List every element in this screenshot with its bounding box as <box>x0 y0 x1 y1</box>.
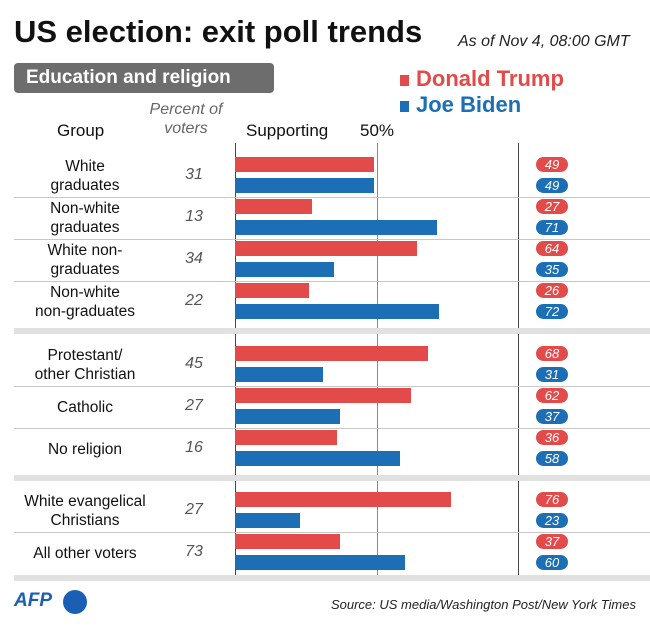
value-label-trump: 36 <box>536 430 568 445</box>
value-label-biden: 72 <box>536 304 568 319</box>
value-label-biden: 31 <box>536 367 568 382</box>
group-label-line: Catholic <box>57 398 113 416</box>
group-label-line: other Christian <box>34 366 136 383</box>
bar-trump <box>235 388 412 403</box>
column-header-percent: Percent of voters <box>136 100 236 138</box>
value-label-biden: 23 <box>536 513 568 528</box>
row-divider <box>14 239 650 240</box>
value-label-trump: 68 <box>536 346 568 361</box>
row-divider <box>14 281 650 282</box>
group-label-line: Non-white <box>50 284 120 301</box>
bar-biden <box>235 262 335 277</box>
percent-of-voters: 27 <box>185 397 203 414</box>
bar-biden <box>235 367 324 382</box>
percent-of-voters: 22 <box>185 292 203 309</box>
value-label-biden: 71 <box>536 220 568 235</box>
bar-trump <box>235 199 312 214</box>
value-label-trump: 37 <box>536 534 568 549</box>
percent-of-voters: 16 <box>185 439 203 456</box>
bar-trump <box>235 430 338 445</box>
group-label: No religion <box>10 440 160 459</box>
as-of-timestamp: As of Nov 4, 08:00 GMT <box>458 33 630 50</box>
axis-label-50-percent: 50% <box>360 121 395 140</box>
group-label-line: All other voters <box>33 544 137 562</box>
bar-biden <box>235 220 437 235</box>
bar-trump <box>235 241 417 256</box>
row-divider <box>14 532 650 533</box>
value-label-biden: 37 <box>536 409 568 424</box>
section-divider <box>14 475 650 481</box>
percent-of-voters: 13 <box>185 208 203 225</box>
bar-biden <box>235 409 341 424</box>
afp-logo-dot-icon <box>63 590 87 614</box>
bar-trump <box>235 534 341 549</box>
group-label-line: Non-white <box>50 200 120 217</box>
value-label-trump: 27 <box>536 199 568 214</box>
value-label-biden: 60 <box>536 555 568 570</box>
row-divider <box>14 386 650 387</box>
legend-label-trump: Donald Trump <box>416 66 564 91</box>
bar-trump <box>235 157 375 172</box>
column-header-percent-line2: voters <box>164 120 208 137</box>
value-label-trump: 76 <box>536 492 568 507</box>
group-label-line: Protestant/ <box>47 347 123 364</box>
bar-biden <box>235 555 406 570</box>
value-label-trump: 64 <box>536 241 568 256</box>
group-label: Non-white non-graduates <box>10 283 160 321</box>
percent-of-voters: 31 <box>185 166 203 183</box>
group-label-line: White <box>65 158 105 175</box>
group-label-line: graduates <box>50 177 120 194</box>
row-divider <box>14 428 650 429</box>
group-label-line: non-graduates <box>35 303 135 320</box>
group-label-line: White evangelical <box>24 493 146 510</box>
bar-trump <box>235 492 451 507</box>
bar-trump <box>235 346 429 361</box>
percent-of-voters: 34 <box>185 250 203 267</box>
value-label-trump: 62 <box>536 388 568 403</box>
group-label: Protestant/other Christian <box>10 346 160 384</box>
bar-biden <box>235 178 375 193</box>
group-label: White non-graduates <box>10 241 160 279</box>
section-divider-bottom <box>14 575 650 581</box>
legend-swatch-trump <box>400 75 409 86</box>
percent-of-voters: 27 <box>185 501 203 518</box>
row-divider <box>14 197 650 198</box>
bar-trump <box>235 283 309 298</box>
bar-biden <box>235 513 301 528</box>
bar-biden <box>235 304 440 319</box>
chart-title: US election: exit poll trends <box>14 14 423 49</box>
badge-column-line <box>518 143 519 575</box>
section-divider <box>14 328 650 334</box>
group-label: White graduates <box>10 157 160 195</box>
legend-swatch-biden <box>400 101 409 112</box>
value-label-biden: 49 <box>536 178 568 193</box>
section-label: Education and religion <box>14 63 274 93</box>
percent-of-voters: 73 <box>185 543 203 560</box>
afp-logo: AFP <box>14 590 52 611</box>
value-label-biden: 58 <box>536 451 568 466</box>
value-label-trump: 49 <box>536 157 568 172</box>
column-header-group: Group <box>57 121 105 140</box>
bar-biden <box>235 451 400 466</box>
column-header-percent-line1: Percent of <box>149 101 223 118</box>
group-label-line: graduates <box>50 261 120 278</box>
group-label: Non-white graduates <box>10 199 160 237</box>
group-label: White evangelical Christians <box>10 492 160 530</box>
group-label-line: White non- <box>47 242 123 259</box>
group-label: Catholic <box>10 398 160 417</box>
value-label-biden: 35 <box>536 262 568 277</box>
source-note: Source: US media/Washington Post/New Yor… <box>330 597 636 612</box>
column-header-supporting: Supporting <box>246 121 329 140</box>
value-label-trump: 26 <box>536 283 568 298</box>
group-label-line: No religion <box>47 440 123 458</box>
legend-label-biden: Joe Biden <box>416 92 522 117</box>
group-label-line: Christians <box>50 512 120 529</box>
group-label: All other voters <box>10 544 160 563</box>
group-label-line: graduates <box>50 219 120 236</box>
percent-of-voters: 45 <box>185 355 203 372</box>
